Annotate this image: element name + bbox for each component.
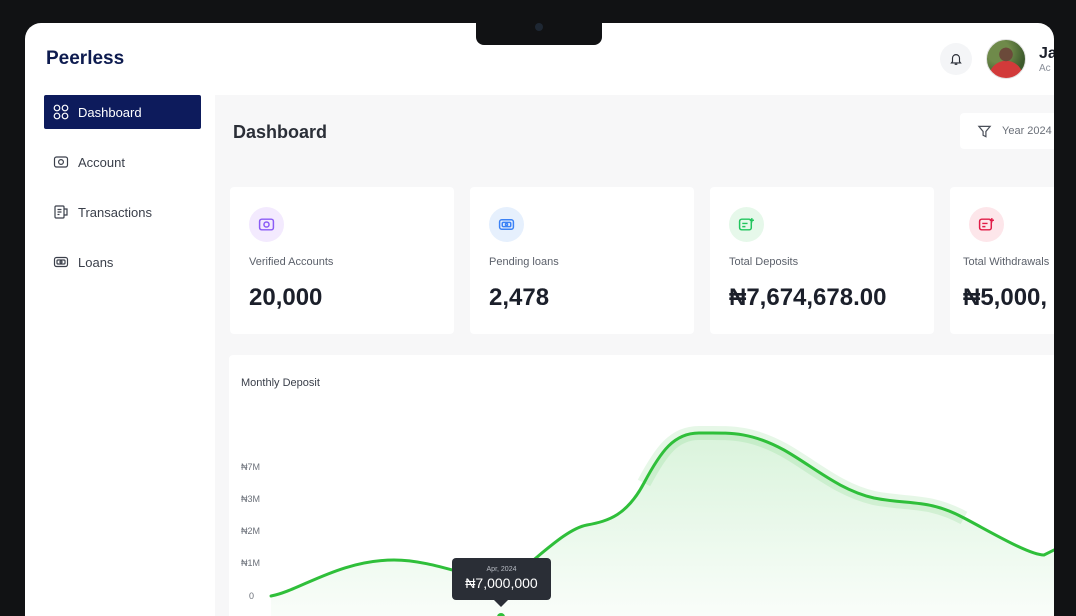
stat-value: 2,478: [489, 284, 550, 311]
series-line: [269, 431, 1054, 598]
sidebar-item-label: Account: [78, 154, 125, 170]
stat-icon-total-deposits: [729, 207, 764, 242]
sidebar-item-label: Loans: [78, 254, 114, 270]
avatar[interactable]: [986, 39, 1026, 79]
sidebar-item-account[interactable]: Account: [44, 145, 201, 179]
stat-label: Pending loans: [489, 256, 559, 268]
data-point-marker[interactable]: [497, 613, 505, 616]
stat-card-total-deposits: Total Deposits ₦7,674,678.00: [710, 187, 934, 334]
sidebar-item-loans[interactable]: Loans: [44, 245, 201, 279]
stat-label: Total Deposits: [729, 256, 799, 268]
area-fill: [271, 432, 1054, 616]
y-tick-label: 0: [249, 591, 254, 601]
device-notch: [476, 23, 602, 45]
main-content: Dashboard Year 2024 Verified Accounts 20…: [215, 95, 1054, 616]
tooltip-value: ₦7,000,000: [465, 575, 538, 591]
tooltip-date: Apr, 2024: [486, 566, 517, 573]
chart-canvas: ₦7M ₦3M ₦2M ₦1M 0: [241, 425, 1054, 616]
user-name: Ja: [1039, 44, 1054, 62]
deposit-icon: [738, 218, 754, 231]
user-meta: Ja Ac: [1039, 45, 1054, 74]
stat-card-pending-loans: Pending loans 2,478: [470, 187, 694, 334]
stat-value: 20,000: [249, 284, 323, 311]
monthly-deposit-chart: Monthly Deposit ₦7M ₦3M ₦2M ₦1M 0: [229, 355, 1054, 616]
y-tick-label: ₦2M: [241, 526, 260, 536]
chart-tooltip: Apr, 2024 ₦7,000,000: [452, 558, 551, 607]
grid-icon: [53, 104, 69, 120]
stat-label: Total Withdrawals: [963, 256, 1050, 268]
stat-value: ₦5,000,: [963, 284, 1048, 311]
y-tick-label: ₦1M: [241, 558, 260, 568]
sidebar-item-label: Dashboard: [78, 104, 142, 120]
wallet-icon: [53, 154, 69, 170]
sidebar-item-dashboard[interactable]: Dashboard: [44, 95, 201, 129]
stat-card-verified-accounts: Verified Accounts 20,000: [230, 187, 454, 334]
stat-icon-verified-accounts: [249, 207, 284, 242]
sidebar: Dashboard Account Transactions Loans: [44, 95, 201, 295]
camera-icon: [535, 23, 543, 31]
sidebar-item-transactions[interactable]: Transactions: [44, 195, 201, 229]
bell-icon: [950, 54, 962, 65]
sidebar-item-label: Transactions: [78, 204, 152, 220]
cash-icon: [498, 218, 515, 231]
cash-icon: [53, 254, 69, 270]
wallet-icon: [258, 218, 275, 231]
year-filter-label: Year 2024: [1002, 125, 1052, 137]
page-title: Dashboard: [233, 122, 328, 142]
withdrawal-icon: [978, 218, 994, 231]
stat-icon-pending-loans: [489, 207, 524, 242]
year-filter[interactable]: Year 2024: [960, 113, 1054, 149]
chart-title: Monthly Deposit: [241, 377, 320, 389]
y-tick-label: ₦7M: [241, 462, 260, 472]
receipt-icon: [53, 204, 69, 220]
brand-logo: Peerless: [46, 48, 125, 69]
user-role: Ac: [1039, 62, 1051, 74]
filter-icon: [977, 125, 992, 138]
stat-icon-total-withdrawals: [969, 207, 1004, 242]
stat-label: Verified Accounts: [249, 256, 334, 268]
y-tick-label: ₦3M: [241, 494, 260, 504]
stat-card-total-withdrawals: Total Withdrawals ₦5,000,: [950, 187, 1054, 334]
header-actions: Ja Ac: [940, 39, 1054, 79]
notifications-button[interactable]: [940, 43, 972, 75]
app-window: Peerless Dashboard Account Transactions …: [25, 23, 1054, 616]
stat-value: ₦7,674,678.00: [729, 284, 887, 311]
